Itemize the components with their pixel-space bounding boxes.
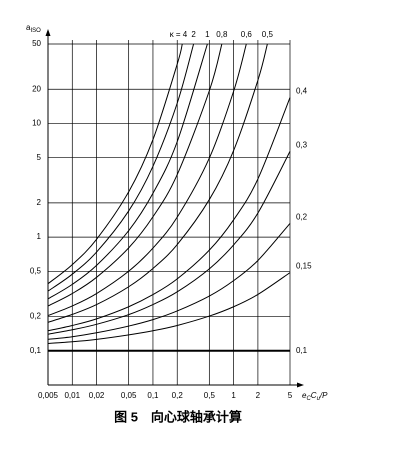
x-label-sub: C <box>306 396 311 402</box>
y-tick-label: 0,1 <box>30 346 42 355</box>
x-label-sub: u <box>317 396 321 402</box>
curve <box>47 97 291 332</box>
y-tick-label: 0,2 <box>30 312 42 321</box>
y-axis-label: aISO <box>26 23 41 33</box>
series-label: κ = 4 <box>170 30 188 39</box>
curve <box>47 223 291 340</box>
y-tick-label: 10 <box>32 119 41 128</box>
y-tick-label: 1 <box>37 232 42 241</box>
x-tick-label: 0,01 <box>64 391 80 400</box>
y-arrow <box>45 29 51 36</box>
x-tick-label: 0,005 <box>38 391 59 400</box>
series-label: 0,4 <box>296 87 308 96</box>
caption: 图 5 向心球轴承计算 <box>114 409 242 424</box>
y-tick-label: 5 <box>37 153 42 162</box>
y-label-sub: ISO <box>30 28 41 34</box>
x-tick-label: 2 <box>256 391 261 400</box>
y-tick-label: 0,5 <box>30 266 42 275</box>
curve <box>47 272 291 344</box>
series-label: 0,3 <box>296 140 308 149</box>
x-tick-label: 0,5 <box>204 391 216 400</box>
x-axis-label: eCCu/P <box>302 391 328 401</box>
x-tick-label: 0,02 <box>89 391 105 400</box>
y-tick-label: 50 <box>32 39 41 48</box>
series-label: 0,15 <box>296 262 312 271</box>
curve <box>47 43 223 307</box>
series-label: 0,2 <box>296 213 308 222</box>
y-label-base: a <box>26 23 31 32</box>
x-tick-label: 0,1 <box>147 391 159 400</box>
x-tick-label: 0,05 <box>121 391 137 400</box>
x-label-text: /P <box>319 391 328 400</box>
y-tick-label: 2 <box>37 198 42 207</box>
curve <box>47 43 268 323</box>
curve <box>47 43 208 300</box>
series-label: 1 <box>205 30 210 39</box>
curve <box>47 43 247 317</box>
series-label: 0,6 <box>241 30 253 39</box>
x-label-text: e <box>302 391 307 400</box>
x-tick-label: 1 <box>231 391 236 400</box>
series-label: 0,5 <box>262 30 274 39</box>
curve <box>47 43 195 292</box>
curve <box>47 151 291 335</box>
curve <box>47 43 183 285</box>
series-label: 0,8 <box>216 30 228 39</box>
x-tick-label: 0,2 <box>172 391 184 400</box>
y-tick-label: 20 <box>32 84 41 93</box>
x-tick-label: 5 <box>288 391 293 400</box>
x-arrow <box>297 382 304 388</box>
series-label: 2 <box>191 30 196 39</box>
x-label-text: C <box>311 391 317 400</box>
series-label: 0,1 <box>296 346 308 355</box>
